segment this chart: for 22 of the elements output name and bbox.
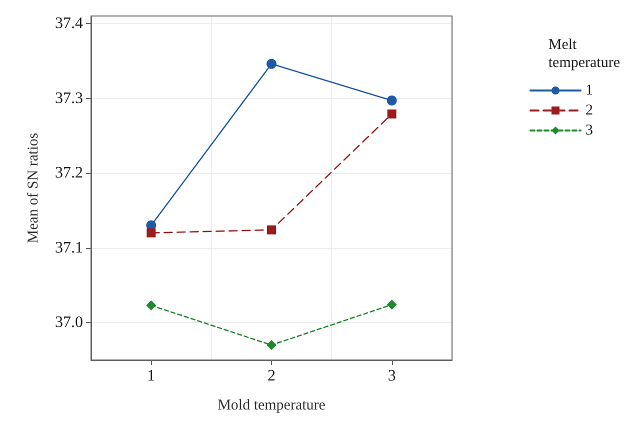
y-tick-label: 37.3 [55,90,83,107]
y-tick-label: 37.4 [55,14,83,32]
y-tick-label: 37.2 [55,164,83,182]
y-axis-title: Mean of SN ratios [26,132,42,244]
x-tick-label: 3 [388,368,396,384]
legend-label: 1 [586,82,593,98]
point [386,96,397,106]
x-tick-label: 1 [147,368,156,384]
point [267,225,276,234]
legend-title: Melt temperature [548,37,620,71]
point [266,340,276,350]
legend-label: 3 [586,122,593,138]
point [386,300,397,310]
y-tick-label: 37.1 [55,239,83,256]
point [146,300,156,310]
point [146,228,156,238]
legend-label: 2 [586,102,593,118]
x-axis-title: Mold temperature [218,398,326,414]
point [266,58,276,69]
x-tick-label: 2 [268,368,276,384]
point [387,109,396,118]
y-tick-label: 37.0 [55,314,83,332]
